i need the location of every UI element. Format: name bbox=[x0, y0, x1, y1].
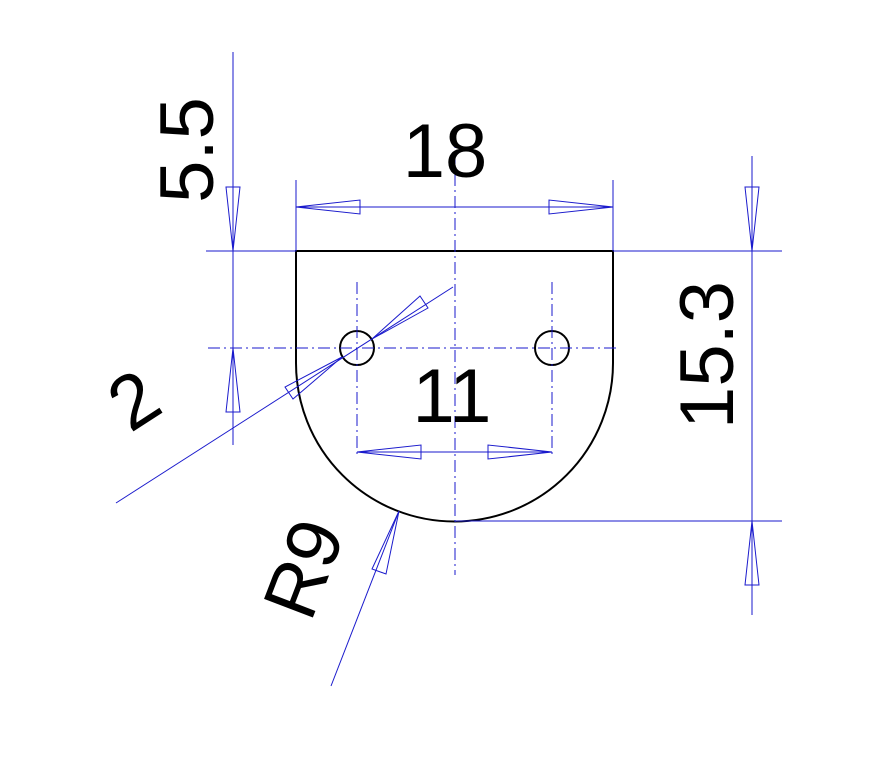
leader-line-hole-diameter bbox=[115, 286, 454, 504]
dimension-top-offset: 5.5 bbox=[145, 52, 296, 445]
arrowhead-radius bbox=[371, 510, 400, 575]
dimension-label-hole-spacing: 11 bbox=[413, 354, 492, 439]
arrowhead-width-right bbox=[548, 199, 614, 215]
arrowhead-height-top bbox=[744, 186, 760, 252]
arrowhead-spacing-left bbox=[356, 444, 422, 460]
dimension-label-height: 15.3 bbox=[665, 281, 750, 429]
center-lines bbox=[208, 130, 620, 575]
dimension-width: 18 bbox=[295, 109, 614, 251]
dimension-height: 15.3 bbox=[455, 156, 782, 615]
dimension-label-radius: R9 bbox=[247, 508, 361, 629]
arrowhead-offset-bottom bbox=[225, 347, 241, 413]
arrowhead-diameter-upper bbox=[371, 295, 429, 340]
leader-line-radius bbox=[330, 510, 400, 687]
dimension-label-width: 18 bbox=[403, 109, 488, 194]
arrowhead-diameter-lower bbox=[284, 356, 343, 400]
dimension-hole-spacing: 11 bbox=[356, 354, 553, 460]
dimension-radius: R9 bbox=[247, 508, 400, 687]
arrowhead-width-left bbox=[295, 199, 361, 215]
arrowhead-offset-top bbox=[225, 186, 241, 252]
arrowhead-height-bottom bbox=[744, 520, 760, 586]
arrowhead-spacing-right bbox=[487, 444, 553, 460]
dimension-label-top-offset: 5.5 bbox=[145, 97, 230, 203]
dimension-label-hole-diameter: 2 bbox=[93, 353, 175, 447]
dimension-hole-diameter: 2 bbox=[93, 286, 454, 504]
